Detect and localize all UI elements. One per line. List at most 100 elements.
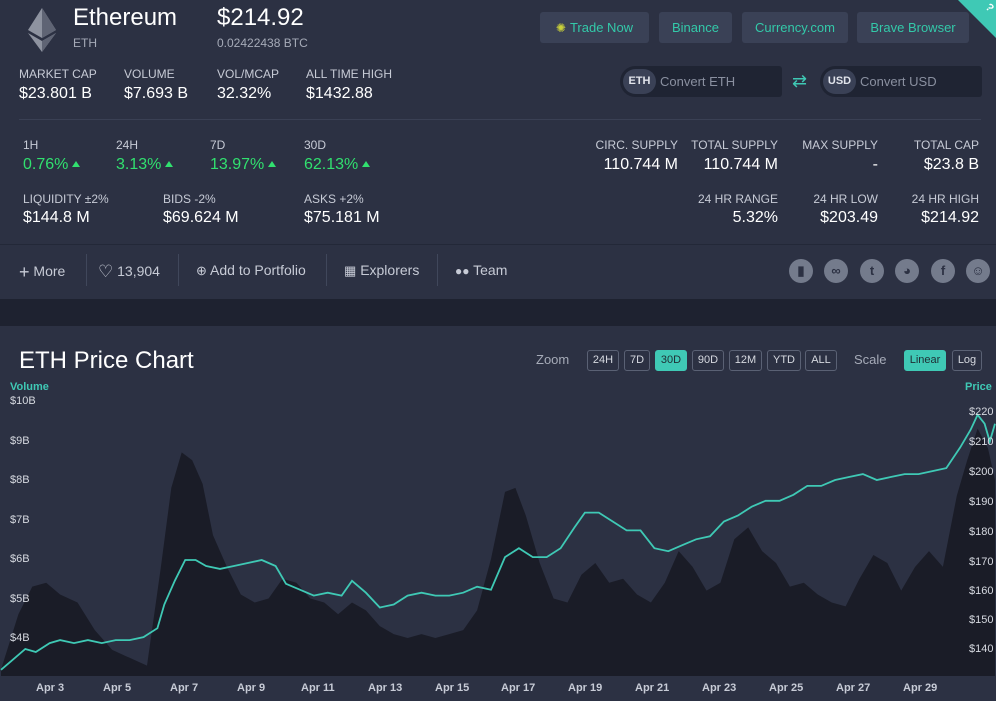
up-arrow-icon	[72, 161, 81, 167]
price-chart-card	[0, 326, 996, 701]
trade-now-button[interactable]: ✺ Trade Now	[540, 12, 649, 43]
twitter-icon[interactable]: t	[860, 259, 884, 283]
chart-title: ETH Price Chart	[19, 347, 194, 374]
bids-label: BIDS -2%	[163, 192, 216, 206]
high-label: 24 HR HIGH	[911, 192, 979, 206]
price-tick: $160	[969, 585, 994, 597]
high-value: $214.92	[921, 209, 979, 226]
scale-label: Scale	[854, 352, 887, 367]
low-label: 24 HR LOW	[813, 192, 878, 206]
stat-value: $23.801 B	[19, 85, 92, 102]
up-arrow-icon	[362, 161, 371, 167]
facebook-icon[interactable]: f	[931, 259, 955, 283]
stat-value: $1432.88	[306, 85, 373, 102]
stat-value: $7.693 B	[124, 85, 189, 102]
convert-usd-field[interactable]: USD	[820, 66, 982, 97]
separator	[437, 254, 438, 286]
date-tick: Apr 29	[903, 682, 938, 694]
volume-tick: $5B	[10, 593, 30, 605]
range-label: 24 HR RANGE	[697, 192, 778, 206]
more-button[interactable]: + More	[19, 262, 66, 282]
change-label: 7D	[210, 138, 226, 152]
zoom-12m-button[interactable]: 12M	[729, 350, 762, 371]
scale-log-button[interactable]: Log	[952, 350, 982, 371]
add-to-portfolio-button[interactable]: ⊕ Add to Portfolio	[196, 262, 306, 278]
max-supply-value: -	[872, 156, 878, 173]
price-line	[0, 413, 996, 671]
change-label: 1H	[23, 138, 39, 152]
date-tick: Apr 19	[568, 682, 603, 694]
currency-com-button[interactable]: Currency.com	[742, 12, 848, 43]
calendar-icon: ▦	[344, 263, 357, 278]
volume-tick: $6B	[10, 553, 30, 565]
stat-label: VOLUME	[124, 67, 175, 81]
usd-currency-badge: USD	[823, 69, 856, 94]
stat-label: ALL TIME HIGH	[306, 67, 393, 81]
document-icon[interactable]: ▮	[789, 259, 813, 283]
up-arrow-icon	[165, 161, 174, 167]
trade-icon: ✺	[555, 21, 566, 35]
team-icon: ●●	[455, 264, 470, 278]
zoom-30d-button[interactable]: 30D	[655, 350, 687, 371]
date-tick: Apr 21	[635, 682, 670, 694]
date-tick: Apr 25	[769, 682, 804, 694]
heart-icon: ♡	[98, 262, 114, 281]
price-tick: $190	[969, 496, 994, 508]
corner-badge[interactable]	[958, 0, 996, 38]
swap-arrows-icon[interactable]: ⇄	[792, 71, 808, 91]
price-chart	[0, 413, 996, 676]
change-label: 30D	[304, 138, 327, 152]
volume-axis-title: Volume	[10, 381, 49, 393]
date-tick: Apr 13	[368, 682, 403, 694]
volume-tick: $8B	[10, 474, 30, 486]
price-tick: $140	[969, 643, 994, 655]
liquidity-value: $144.8 M	[23, 209, 90, 226]
date-tick: Apr 3	[36, 682, 65, 694]
date-tick: Apr 5	[103, 682, 132, 694]
convert-usd-input[interactable]	[860, 66, 978, 97]
discord-icon[interactable]: ☺	[966, 259, 990, 283]
explorers-button[interactable]: ▦ Explorers	[344, 262, 420, 278]
scale-linear-button[interactable]: Linear	[904, 350, 946, 371]
convert-eth-field[interactable]: ETH	[620, 66, 782, 97]
date-tick: Apr 23	[702, 682, 737, 694]
date-tick: Apr 17	[501, 682, 536, 694]
asks-value: $75.181 M	[304, 209, 380, 226]
reddit-icon[interactable]: ◕	[895, 259, 919, 283]
price-tick: $220	[969, 406, 994, 418]
team-button[interactable]: ●● Team	[455, 262, 508, 278]
binance-button[interactable]: Binance	[659, 12, 732, 43]
max-supply-label: MAX SUPPLY	[802, 138, 878, 152]
price-tick: $200	[969, 466, 994, 478]
stat-value: 32.32%	[217, 85, 272, 102]
zoom-7d-button[interactable]: 7D	[624, 350, 650, 371]
coin-symbol: ETH	[73, 36, 97, 50]
date-tick: Apr 11	[301, 682, 335, 694]
low-value: $203.49	[820, 209, 878, 226]
separator	[326, 254, 327, 286]
divider	[19, 119, 981, 120]
liquidity-label: LIQUIDITY ±2%	[23, 192, 109, 206]
brave-browser-button[interactable]: Brave Browser	[857, 12, 969, 43]
zoom-90d-button[interactable]: 90D	[692, 350, 724, 371]
ethereum-diamond-icon	[28, 8, 56, 52]
change-value: 0.76%	[23, 156, 81, 174]
convert-eth-input[interactable]	[660, 66, 778, 97]
separator	[86, 254, 87, 286]
coin-price-btc: 0.02422438 BTC	[217, 36, 308, 50]
link-icon[interactable]: ∞	[824, 259, 848, 283]
total-supply-value: 110.744 M	[703, 156, 778, 173]
price-tick: $210	[969, 436, 994, 448]
like-button[interactable]: ♡ 13,904	[98, 262, 160, 281]
plus-icon: +	[19, 262, 30, 282]
price-tick: $180	[969, 526, 994, 538]
date-tick: Apr 9	[237, 682, 266, 694]
volume-tick: $9B	[10, 435, 30, 447]
zoom-24h-button[interactable]: 24H	[587, 350, 619, 371]
zoom-all-button[interactable]: ALL	[805, 350, 837, 371]
change-value: 3.13%	[116, 156, 174, 174]
range-value: 5.32%	[732, 209, 778, 226]
eth-currency-badge: ETH	[623, 69, 656, 94]
zoom-ytd-button[interactable]: YTD	[767, 350, 801, 371]
date-tick: Apr 7	[170, 682, 199, 694]
